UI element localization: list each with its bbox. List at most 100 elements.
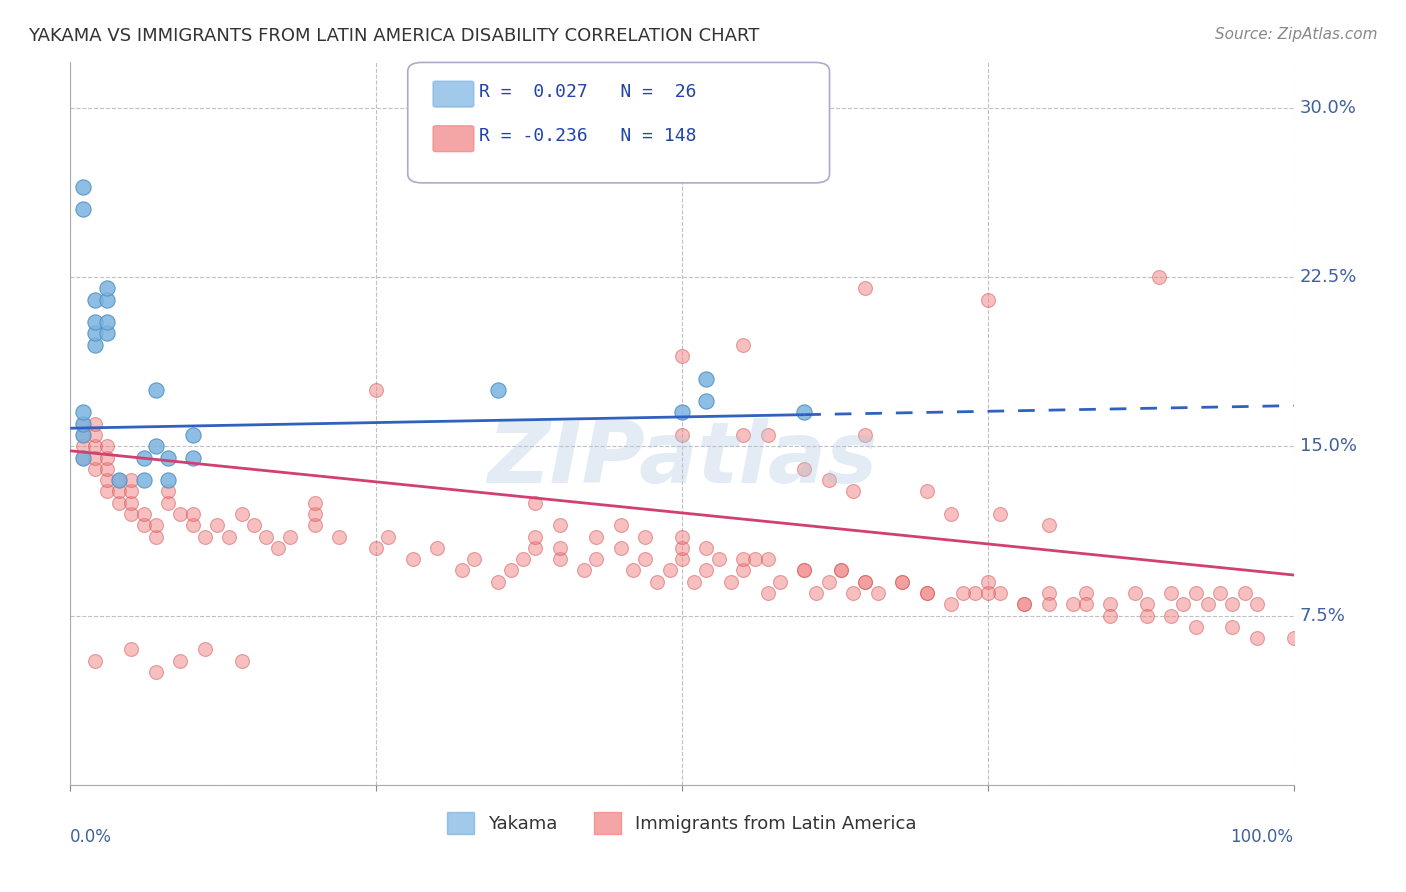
Point	[231, 507, 253, 521]
Point	[488, 574, 510, 589]
Point	[585, 530, 607, 544]
Point	[976, 293, 998, 307]
Text: Source: ZipAtlas.com: Source: ZipAtlas.com	[1215, 27, 1378, 42]
Point	[695, 394, 717, 409]
Point	[366, 383, 388, 397]
Point	[1209, 586, 1232, 600]
Point	[181, 518, 204, 533]
Point	[1014, 598, 1036, 612]
Point	[634, 552, 657, 566]
Point	[830, 564, 852, 578]
Point	[157, 496, 180, 510]
Point	[132, 518, 155, 533]
Point	[72, 428, 94, 442]
Point	[671, 530, 693, 544]
Point	[463, 552, 485, 566]
Point	[855, 428, 877, 442]
Point	[1074, 598, 1097, 612]
Text: R =  0.027   N =  26: R = 0.027 N = 26	[479, 83, 697, 101]
Point	[610, 541, 633, 555]
Point	[145, 383, 167, 397]
Point	[976, 586, 998, 600]
Point	[83, 439, 105, 453]
Point	[658, 564, 681, 578]
Point	[671, 89, 693, 103]
Point	[1282, 631, 1305, 645]
Point	[181, 507, 204, 521]
Point	[817, 574, 839, 589]
Point	[72, 428, 94, 442]
Point	[377, 530, 399, 544]
Point	[695, 371, 717, 385]
Point	[1184, 586, 1206, 600]
Point	[169, 507, 191, 521]
Point	[793, 564, 815, 578]
Point	[1099, 608, 1122, 623]
Point	[72, 179, 94, 194]
Point	[108, 473, 131, 487]
Point	[96, 450, 118, 465]
Point	[585, 552, 607, 566]
Point	[671, 541, 693, 555]
Point	[304, 507, 326, 521]
Point	[548, 552, 571, 566]
Point	[132, 507, 155, 521]
Point	[1062, 598, 1084, 612]
Point	[72, 450, 94, 465]
Point	[96, 484, 118, 499]
Point	[744, 552, 766, 566]
Point	[121, 484, 143, 499]
Point	[733, 552, 755, 566]
Text: 0.0%: 0.0%	[70, 829, 112, 847]
Point	[83, 462, 105, 476]
Point	[952, 586, 974, 600]
Point	[756, 586, 779, 600]
Point	[83, 654, 105, 668]
Point	[72, 450, 94, 465]
Text: YAKAMA VS IMMIGRANTS FROM LATIN AMERICA DISABILITY CORRELATION CHART: YAKAMA VS IMMIGRANTS FROM LATIN AMERICA …	[28, 27, 759, 45]
Text: 30.0%: 30.0%	[1299, 99, 1357, 117]
Point	[328, 530, 350, 544]
Point	[304, 496, 326, 510]
Point	[1038, 598, 1060, 612]
Point	[83, 315, 105, 329]
Point	[634, 530, 657, 544]
Point	[988, 586, 1011, 600]
Point	[205, 518, 228, 533]
Text: 7.5%: 7.5%	[1299, 607, 1346, 624]
Point	[842, 586, 865, 600]
Point	[548, 518, 571, 533]
Point	[671, 145, 693, 160]
Point	[855, 281, 877, 295]
Point	[988, 507, 1011, 521]
Point	[1074, 586, 1097, 600]
Point	[145, 530, 167, 544]
Point	[793, 405, 815, 419]
Point	[915, 586, 938, 600]
Point	[488, 383, 510, 397]
Point	[1233, 586, 1256, 600]
Point	[793, 564, 815, 578]
Point	[121, 507, 143, 521]
Point	[169, 654, 191, 668]
Point	[96, 473, 118, 487]
Point	[733, 337, 755, 351]
Point	[891, 574, 914, 589]
Point	[72, 439, 94, 453]
Point	[1197, 598, 1219, 612]
Point	[157, 484, 180, 499]
Point	[647, 574, 669, 589]
Point	[695, 541, 717, 555]
Point	[108, 473, 131, 487]
Point	[83, 337, 105, 351]
Point	[806, 586, 828, 600]
Point	[756, 428, 779, 442]
Point	[671, 349, 693, 363]
Point	[512, 552, 534, 566]
Point	[548, 541, 571, 555]
Point	[1246, 631, 1268, 645]
Point	[181, 428, 204, 442]
Point	[572, 564, 595, 578]
Point	[965, 586, 987, 600]
Point	[72, 417, 94, 431]
